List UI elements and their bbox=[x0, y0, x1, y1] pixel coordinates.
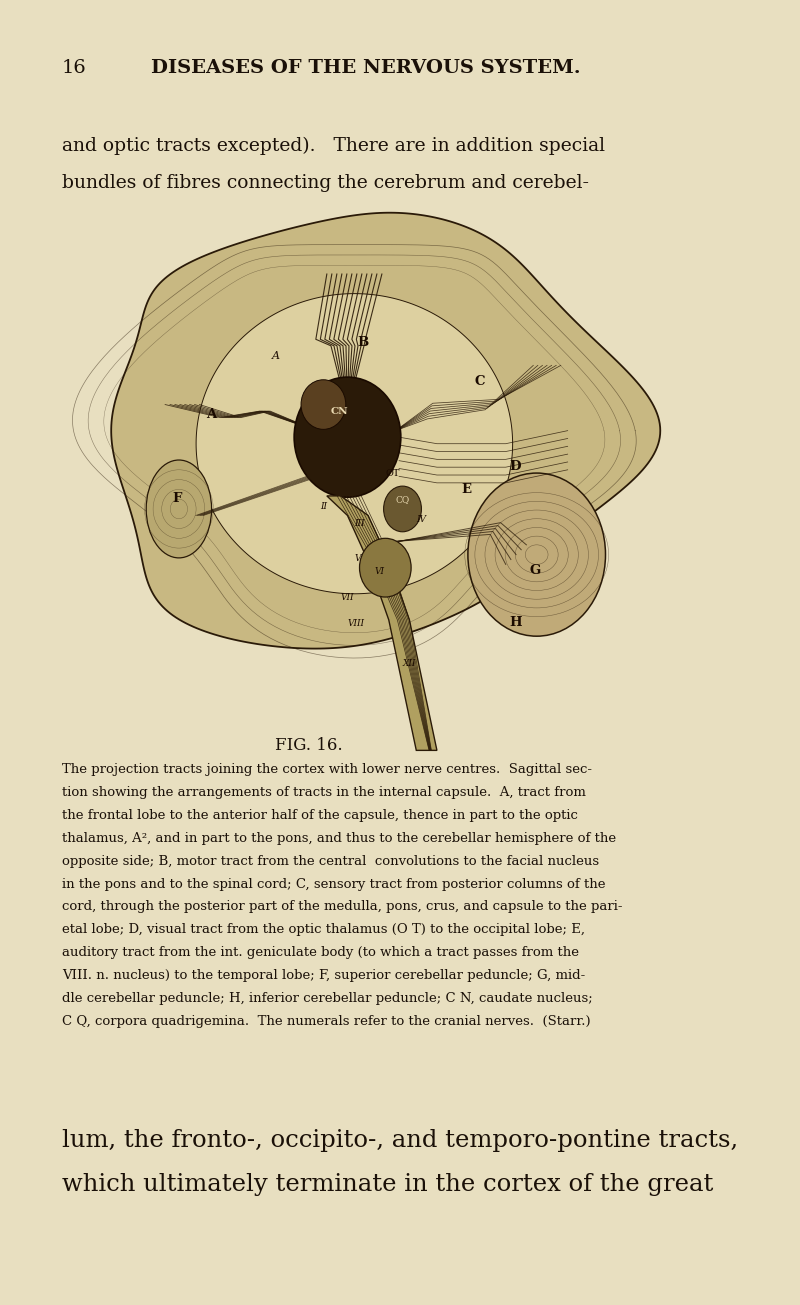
Text: E: E bbox=[461, 483, 471, 496]
Text: the frontal lobe to the anterior half of the capsule, thence in part to the opti: the frontal lobe to the anterior half of… bbox=[62, 809, 578, 822]
Polygon shape bbox=[111, 213, 660, 649]
Text: II: II bbox=[320, 502, 327, 512]
Text: thalamus, A², and in part to the pons, and thus to the cerebellar hemisphere of : thalamus, A², and in part to the pons, a… bbox=[62, 833, 616, 844]
Text: F: F bbox=[172, 492, 182, 505]
Text: bundles of fibres connecting the cerebrum and cerebel-: bundles of fibres connecting the cerebru… bbox=[62, 174, 589, 192]
Text: XII: XII bbox=[402, 659, 416, 668]
Text: in the pons and to the spinal cord; C, sensory tract from posterior columns of t: in the pons and to the spinal cord; C, s… bbox=[62, 878, 606, 890]
Text: V: V bbox=[354, 555, 361, 564]
Text: FIG. 16.: FIG. 16. bbox=[275, 737, 343, 754]
Text: which ultimately terminate in the cortex of the great: which ultimately terminate in the cortex… bbox=[62, 1173, 714, 1197]
Text: A: A bbox=[206, 407, 217, 420]
Text: B: B bbox=[358, 335, 369, 348]
Text: D: D bbox=[509, 459, 521, 472]
Text: IV: IV bbox=[416, 515, 426, 525]
Text: The projection tracts joining the cortex with lower nerve centres.  Sagittal sec: The projection tracts joining the cortex… bbox=[62, 763, 592, 776]
Ellipse shape bbox=[468, 472, 606, 636]
Text: G: G bbox=[530, 564, 541, 577]
Text: VIII. n. nucleus) to the temporal lobe; F, superior cerebellar peduncle; G, mid-: VIII. n. nucleus) to the temporal lobe; … bbox=[62, 970, 585, 981]
Ellipse shape bbox=[146, 461, 211, 559]
Text: C Q, corpora quadrigemina.  The numerals refer to the cranial nerves.  (Starr.): C Q, corpora quadrigemina. The numerals … bbox=[62, 1015, 590, 1027]
Polygon shape bbox=[327, 496, 437, 750]
Text: CQ: CQ bbox=[396, 496, 410, 505]
Text: tion showing the arrangements of tracts in the internal capsule.  A, tract from: tion showing the arrangements of tracts … bbox=[62, 786, 586, 799]
Text: DISEASES OF THE NERVOUS SYSTEM.: DISEASES OF THE NERVOUS SYSTEM. bbox=[151, 59, 581, 77]
Polygon shape bbox=[196, 294, 513, 594]
Text: cord, through the posterior part of the medulla, pons, crus, and capsule to the : cord, through the posterior part of the … bbox=[62, 900, 622, 914]
Text: 16: 16 bbox=[62, 59, 86, 77]
Text: auditory tract from the int. geniculate body (to which a tract passes from the: auditory tract from the int. geniculate … bbox=[62, 946, 579, 959]
Text: opposite side; B, motor tract from the central  convolutions to the facial nucle: opposite side; B, motor tract from the c… bbox=[62, 855, 599, 868]
Text: VI: VI bbox=[375, 568, 385, 577]
Text: VII: VII bbox=[341, 594, 354, 603]
Text: H: H bbox=[509, 616, 522, 629]
Text: CN: CN bbox=[330, 407, 348, 416]
Text: C: C bbox=[474, 375, 486, 388]
Ellipse shape bbox=[384, 487, 422, 532]
Text: and optic tracts excepted).   There are in addition special: and optic tracts excepted). There are in… bbox=[62, 137, 605, 155]
Text: lum, the fronto-, occipito-, and temporo-pontine tracts,: lum, the fronto-, occipito-, and temporo… bbox=[62, 1129, 738, 1152]
Text: VIII: VIII bbox=[347, 620, 365, 629]
Ellipse shape bbox=[359, 539, 411, 598]
Text: dle cerebellar peduncle; H, inferior cerebellar peduncle; C N, caudate nucleus;: dle cerebellar peduncle; H, inferior cer… bbox=[62, 992, 593, 1005]
Ellipse shape bbox=[301, 380, 346, 429]
Ellipse shape bbox=[294, 377, 401, 497]
Text: OT: OT bbox=[386, 470, 400, 479]
Text: A: A bbox=[272, 351, 280, 361]
Text: etal lobe; D, visual tract from the optic thalamus (O T) to the occipital lobe; : etal lobe; D, visual tract from the opti… bbox=[62, 924, 585, 936]
Text: III: III bbox=[354, 519, 365, 529]
